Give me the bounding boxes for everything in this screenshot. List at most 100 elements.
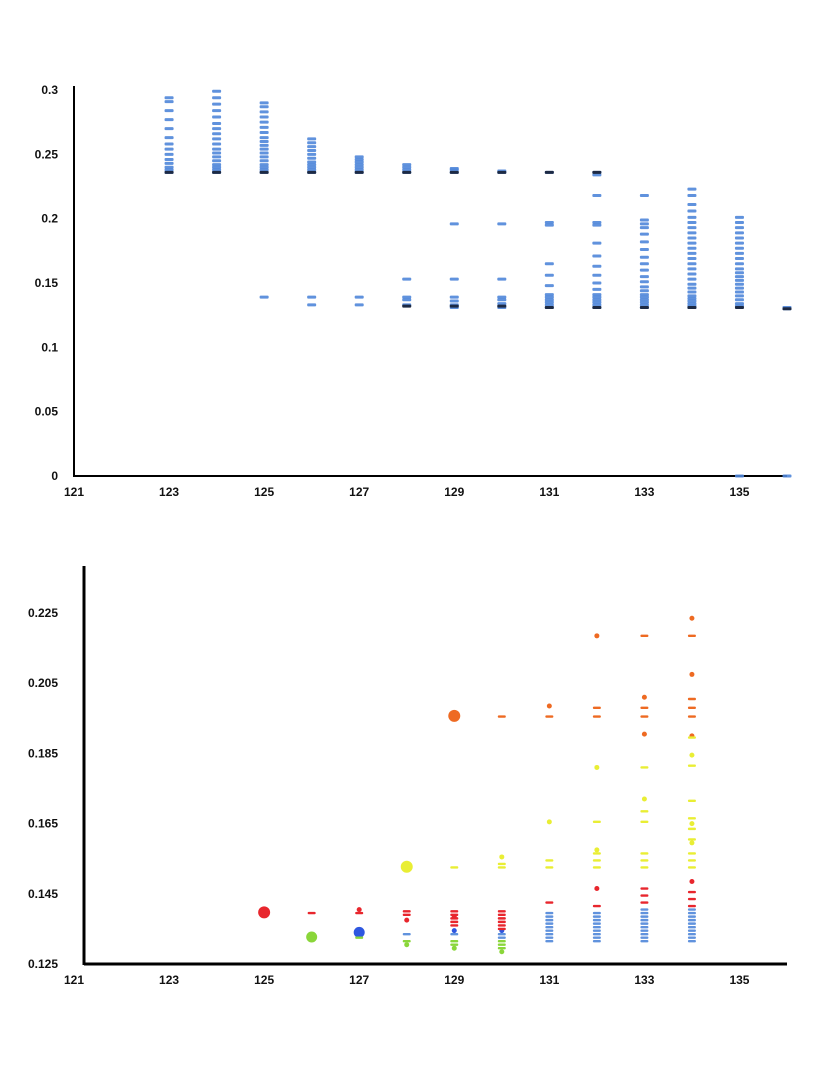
y-tick-label: 0.185	[28, 746, 58, 760]
data-point-blue	[592, 939, 601, 943]
data-point-values	[164, 165, 174, 169]
data-point-values	[354, 155, 364, 159]
y-tick-label: 0.1	[41, 340, 58, 354]
data-point-yellow	[497, 866, 506, 869]
data-point-values	[259, 115, 269, 119]
data-point-red	[687, 897, 696, 901]
data-point-blue	[545, 929, 554, 932]
data-point-values	[449, 222, 459, 226]
data-point-orange	[640, 715, 649, 718]
data-point-green-small	[499, 949, 505, 955]
data-point-yellow	[687, 866, 696, 869]
y-tick-label: 0.165	[28, 817, 58, 831]
data-point-values	[639, 240, 649, 244]
data-point-dense-cluster	[782, 307, 792, 311]
data-point-values	[164, 96, 174, 100]
data-point-yellow-small	[641, 796, 647, 802]
data-point-values	[639, 300, 649, 304]
data-point-green-small	[451, 945, 457, 951]
data-point-dense-cluster	[497, 304, 507, 308]
data-point-blue	[545, 936, 554, 939]
data-point-dense-cluster	[544, 170, 554, 174]
data-point-values	[687, 241, 697, 245]
data-point-values	[687, 286, 697, 290]
data-point-values	[164, 152, 174, 156]
data-point-blue	[687, 915, 696, 918]
x-tick-label: 125	[254, 485, 274, 499]
data-point-dense-cluster	[734, 305, 744, 309]
data-point-values	[449, 166, 459, 170]
x-tick-label: 133	[634, 973, 654, 987]
data-point-values	[354, 163, 364, 167]
data-point-orange	[687, 634, 696, 638]
data-point-dense-cluster	[497, 170, 507, 174]
data-point-values	[687, 290, 697, 294]
data-point-red	[497, 917, 506, 920]
data-point-red-small	[689, 879, 695, 885]
data-point-values	[592, 173, 602, 177]
data-point-blue	[640, 925, 649, 929]
data-point-values	[687, 194, 697, 198]
data-point-values	[639, 194, 649, 198]
data-point-values	[734, 290, 744, 294]
x-tick-label: 135	[729, 973, 749, 987]
data-point-values	[544, 298, 554, 302]
data-point-values	[259, 101, 269, 105]
data-point-values	[639, 222, 649, 226]
data-point-red	[687, 904, 696, 908]
data-point-blue-small	[451, 928, 457, 934]
data-point-values	[639, 295, 649, 299]
data-point-values	[212, 155, 222, 159]
data-point-values	[687, 299, 697, 303]
data-point-values	[639, 232, 649, 236]
data-point-values	[354, 168, 364, 172]
data-point-values	[307, 145, 317, 149]
data-point-yellow	[687, 817, 696, 820]
data-point-blue	[592, 922, 601, 925]
data-point-values	[734, 275, 744, 279]
data-point-values	[212, 142, 222, 146]
data-point-values	[259, 163, 269, 167]
data-point-blue	[592, 915, 601, 918]
data-point-blue	[592, 929, 601, 932]
data-point-orange-small	[641, 694, 647, 700]
data-point-values	[354, 157, 364, 161]
data-point-yellow-small	[689, 752, 695, 758]
data-point-values	[734, 226, 744, 230]
data-point-values	[212, 121, 222, 125]
data-point-blue	[687, 932, 696, 936]
data-point-red-small	[451, 914, 457, 920]
data-point-orange	[687, 706, 696, 709]
data-point-red	[450, 924, 459, 927]
data-point-values	[687, 294, 697, 298]
data-point-blue	[545, 918, 554, 922]
data-point-values	[497, 222, 507, 226]
x-tick-label: 133	[634, 485, 654, 499]
x-tick-label: 125	[254, 973, 274, 987]
data-point-values	[592, 287, 602, 291]
y-tick-label: 0.2	[41, 212, 58, 226]
data-point-values	[592, 303, 602, 307]
data-point-green	[497, 939, 506, 943]
data-point-values	[259, 295, 269, 299]
data-point-blue	[687, 922, 696, 925]
data-point-values	[544, 273, 554, 277]
data-point-values	[354, 303, 364, 307]
data-point-values	[734, 282, 744, 286]
data-point-values	[687, 257, 697, 261]
data-point-values	[212, 159, 222, 163]
data-point-blue	[687, 929, 696, 932]
data-point-values	[212, 127, 222, 131]
data-point-values	[544, 295, 554, 299]
data-point-values	[639, 298, 649, 302]
data-point-values	[212, 151, 222, 155]
data-point-values	[639, 289, 649, 293]
data-point-red	[497, 913, 506, 917]
data-point-red	[402, 910, 411, 913]
data-point-blue	[687, 918, 696, 922]
data-point-values	[544, 262, 554, 266]
data-point-yellow	[687, 799, 696, 802]
data-point-values	[687, 296, 697, 300]
data-point-values	[164, 147, 174, 151]
data-point-values	[307, 303, 317, 307]
